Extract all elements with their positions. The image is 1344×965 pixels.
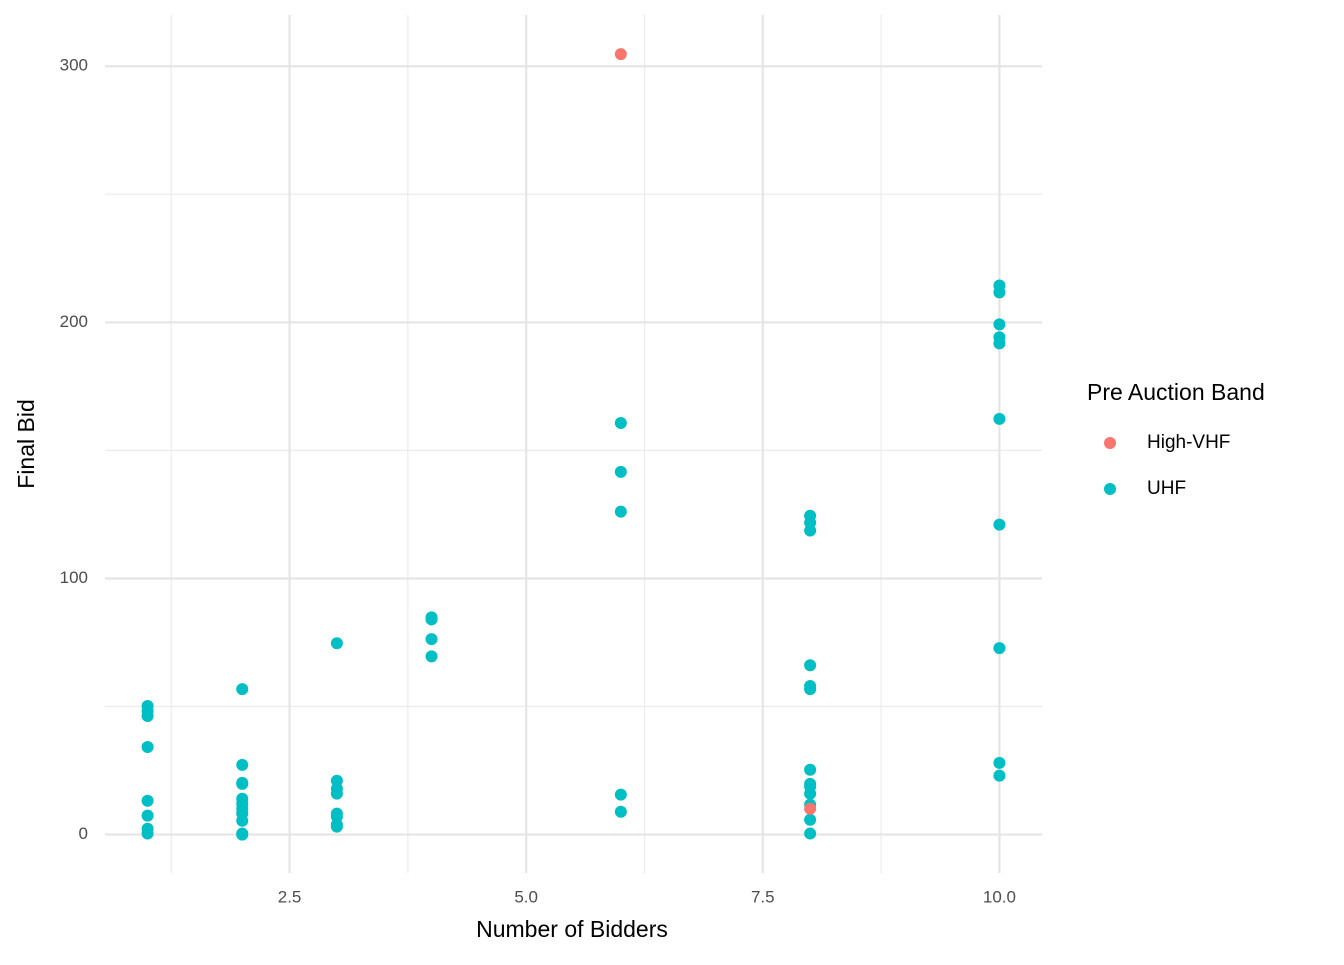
point <box>993 286 1006 299</box>
point <box>804 827 817 840</box>
legend-label: UHF <box>1147 478 1186 499</box>
point <box>804 683 817 696</box>
point <box>330 787 343 800</box>
point <box>425 633 438 646</box>
y-axis-title: Final Bid <box>13 399 39 488</box>
point <box>614 788 627 801</box>
point <box>614 48 627 61</box>
legend-label: High-VHF <box>1147 432 1230 453</box>
point <box>330 637 343 650</box>
point <box>993 518 1006 531</box>
legend-key <box>1104 483 1116 495</box>
point <box>141 740 154 753</box>
x-tick-label: 2.5 <box>278 887 302 906</box>
point <box>804 763 817 776</box>
point <box>614 416 627 429</box>
legend-title: Pre Auction Band <box>1087 379 1265 405</box>
point <box>804 524 817 537</box>
point <box>425 613 438 626</box>
point <box>993 318 1006 331</box>
x-tick-label: 10.0 <box>983 887 1016 906</box>
x-tick-label: 7.5 <box>751 887 775 906</box>
point <box>993 642 1006 655</box>
point <box>330 820 343 833</box>
point <box>993 769 1006 782</box>
point <box>993 412 1006 425</box>
point <box>141 827 154 840</box>
y-tick-label: 100 <box>60 568 88 587</box>
y-tick-label: 0 <box>79 824 88 843</box>
point <box>614 805 627 818</box>
point <box>614 465 627 478</box>
point <box>804 813 817 826</box>
point <box>804 787 817 800</box>
legend-key <box>1104 437 1116 449</box>
point <box>141 809 154 822</box>
point <box>141 794 154 807</box>
point <box>804 659 817 672</box>
point <box>993 337 1006 350</box>
y-tick-label: 200 <box>60 312 88 331</box>
point <box>236 814 249 827</box>
point <box>236 828 249 841</box>
point <box>236 777 249 790</box>
point <box>614 505 627 518</box>
y-tick-label: 300 <box>60 56 88 75</box>
point <box>236 683 249 696</box>
point <box>236 758 249 771</box>
point <box>993 756 1006 769</box>
point <box>804 802 817 815</box>
point <box>425 650 438 663</box>
x-axis-title: Number of Bidders <box>476 916 668 942</box>
point <box>141 709 154 722</box>
x-tick-label: 5.0 <box>514 887 538 906</box>
